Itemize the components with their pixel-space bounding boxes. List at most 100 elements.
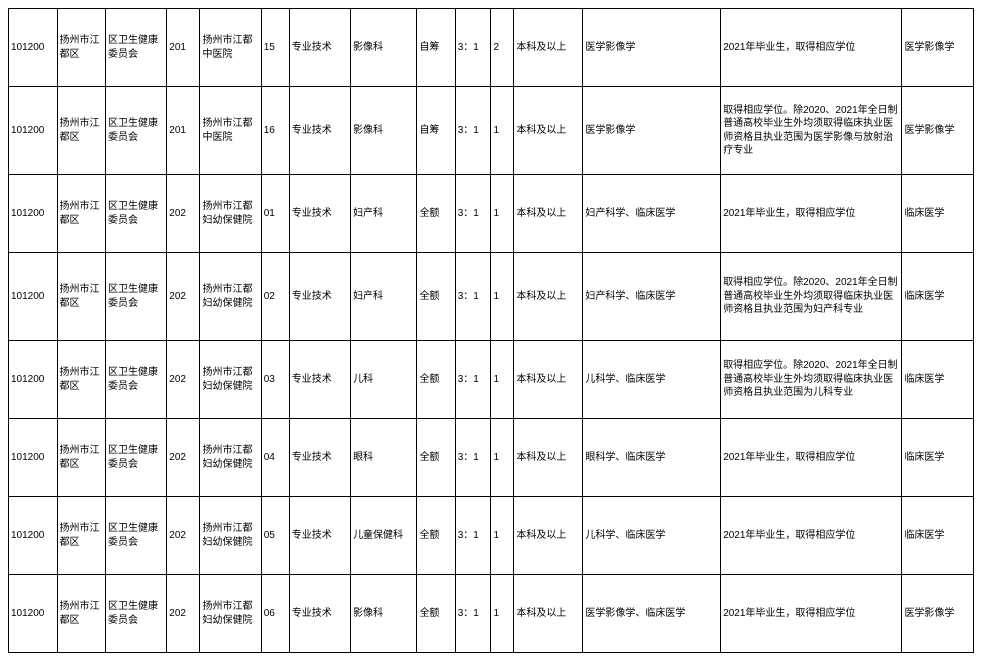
- table-cell: 临床医学: [902, 497, 974, 575]
- table-cell: 1: [491, 419, 514, 497]
- table-cell: 扬州市江都区: [57, 497, 106, 575]
- table-row: 101200 扬州市江都区 区卫生健康委员会 202 扬州市江都妇幼保健院 03…: [9, 341, 974, 419]
- table-cell: 扬州市江都区: [57, 253, 106, 341]
- table-row: 101200 扬州市江都区 区卫生健康委员会 201 扬州市江都中医院 16 专…: [9, 87, 974, 175]
- table-cell: 区卫生健康委员会: [106, 87, 167, 175]
- table-cell: 专业技术: [289, 253, 350, 341]
- table-cell: 临床医学: [902, 175, 974, 253]
- table-cell: 202: [167, 497, 200, 575]
- table-cell: 2021年毕业生，取得相应学位: [721, 575, 902, 653]
- table-cell: 扬州市江都区: [57, 87, 106, 175]
- table-cell: 1: [491, 497, 514, 575]
- table-cell: 医学影像学: [902, 87, 974, 175]
- table-cell: 本科及以上: [514, 87, 583, 175]
- table-cell: 02: [261, 253, 289, 341]
- table-cell: 影像科: [351, 87, 417, 175]
- table-cell: 101200: [9, 253, 58, 341]
- table-row: 101200 扬州市江都区 区卫生健康委员会 202 扬州市江都妇幼保健院 01…: [9, 175, 974, 253]
- table-cell: 03: [261, 341, 289, 419]
- table-cell: 101200: [9, 9, 58, 87]
- table-cell: 101200: [9, 341, 58, 419]
- table-cell: 扬州市江都区: [57, 575, 106, 653]
- table-cell: 扬州市江都区: [57, 9, 106, 87]
- table-cell: 医学影像学: [902, 9, 974, 87]
- table-cell: 202: [167, 341, 200, 419]
- table-cell: 201: [167, 87, 200, 175]
- table-cell: 3：1: [455, 575, 491, 653]
- table-cell: 妇产科: [351, 175, 417, 253]
- table-cell: 区卫生健康委员会: [106, 419, 167, 497]
- table-row: 101200 扬州市江都区 区卫生健康委员会 202 扬州市江都妇幼保健院 06…: [9, 575, 974, 653]
- table-cell: 医学影像学: [902, 575, 974, 653]
- table-cell: 儿科学、临床医学: [583, 341, 721, 419]
- table-cell: 全额: [417, 575, 455, 653]
- table-cell: 全额: [417, 419, 455, 497]
- table-cell: 1: [491, 175, 514, 253]
- table-cell: 2021年毕业生，取得相应学位: [721, 9, 902, 87]
- table-cell: 16: [261, 87, 289, 175]
- table-cell: 全额: [417, 253, 455, 341]
- table-cell: 影像科: [351, 9, 417, 87]
- table-cell: 06: [261, 575, 289, 653]
- table-cell: 101200: [9, 497, 58, 575]
- table-cell: 本科及以上: [514, 497, 583, 575]
- table-cell: 区卫生健康委员会: [106, 575, 167, 653]
- data-table: 101200 扬州市江都区 区卫生健康委员会 201 扬州市江都中医院 15 专…: [8, 8, 974, 653]
- table-cell: 区卫生健康委员会: [106, 341, 167, 419]
- table-cell: 2021年毕业生，取得相应学位: [721, 175, 902, 253]
- table-cell: 扬州市江都妇幼保健院: [200, 419, 261, 497]
- table-cell: 医学影像学: [583, 9, 721, 87]
- table-cell: 医学影像学、临床医学: [583, 575, 721, 653]
- table-cell: 自筹: [417, 87, 455, 175]
- table-row: 101200 扬州市江都区 区卫生健康委员会 202 扬州市江都妇幼保健院 02…: [9, 253, 974, 341]
- table-cell: 取得相应学位。除2020、2021年全日制普通高校毕业生外均须取得临床执业医师资…: [721, 341, 902, 419]
- table-cell: 儿科: [351, 341, 417, 419]
- table-cell: 区卫生健康委员会: [106, 253, 167, 341]
- table-cell: 3：1: [455, 419, 491, 497]
- table-cell: 全额: [417, 341, 455, 419]
- table-cell: 本科及以上: [514, 253, 583, 341]
- table-cell: 扬州市江都妇幼保健院: [200, 253, 261, 341]
- table-cell: 202: [167, 253, 200, 341]
- table-cell: 全额: [417, 497, 455, 575]
- table-cell: 眼科学、临床医学: [583, 419, 721, 497]
- table-cell: 05: [261, 497, 289, 575]
- table-cell: 本科及以上: [514, 419, 583, 497]
- table-cell: 专业技术: [289, 497, 350, 575]
- table-cell: 扬州市江都中医院: [200, 87, 261, 175]
- table-cell: 15: [261, 9, 289, 87]
- table-cell: 妇产科: [351, 253, 417, 341]
- table-cell: 本科及以上: [514, 575, 583, 653]
- table-cell: 202: [167, 575, 200, 653]
- table-cell: 取得相应学位。除2020、2021年全日制普通高校毕业生外均须取得临床执业医师资…: [721, 253, 902, 341]
- table-cell: 区卫生健康委员会: [106, 9, 167, 87]
- table-cell: 3：1: [455, 175, 491, 253]
- table-cell: 202: [167, 419, 200, 497]
- table-row: 101200 扬州市江都区 区卫生健康委员会 201 扬州市江都中医院 15 专…: [9, 9, 974, 87]
- table-cell: 专业技术: [289, 87, 350, 175]
- table-cell: 1: [491, 87, 514, 175]
- table-cell: 04: [261, 419, 289, 497]
- table-cell: 扬州市江都妇幼保健院: [200, 175, 261, 253]
- table-cell: 1: [491, 253, 514, 341]
- table-cell: 扬州市江都区: [57, 341, 106, 419]
- table-cell: 扬州市江都中医院: [200, 9, 261, 87]
- table-cell: 201: [167, 9, 200, 87]
- table-cell: 01: [261, 175, 289, 253]
- table-cell: 本科及以上: [514, 9, 583, 87]
- table-cell: 扬州市江都妇幼保健院: [200, 497, 261, 575]
- table-cell: 3：1: [455, 9, 491, 87]
- table-cell: 临床医学: [902, 341, 974, 419]
- table-cell: 101200: [9, 87, 58, 175]
- table-body: 101200 扬州市江都区 区卫生健康委员会 201 扬州市江都中医院 15 专…: [9, 9, 974, 653]
- table-cell: 妇产科学、临床医学: [583, 175, 721, 253]
- table-cell: 专业技术: [289, 341, 350, 419]
- table-cell: 3：1: [455, 341, 491, 419]
- table-cell: 3：1: [455, 253, 491, 341]
- table-cell: 本科及以上: [514, 175, 583, 253]
- table-cell: 影像科: [351, 575, 417, 653]
- table-cell: 101200: [9, 575, 58, 653]
- table-cell: 3：1: [455, 497, 491, 575]
- table-cell: 专业技术: [289, 175, 350, 253]
- table-row: 101200 扬州市江都区 区卫生健康委员会 202 扬州市江都妇幼保健院 04…: [9, 419, 974, 497]
